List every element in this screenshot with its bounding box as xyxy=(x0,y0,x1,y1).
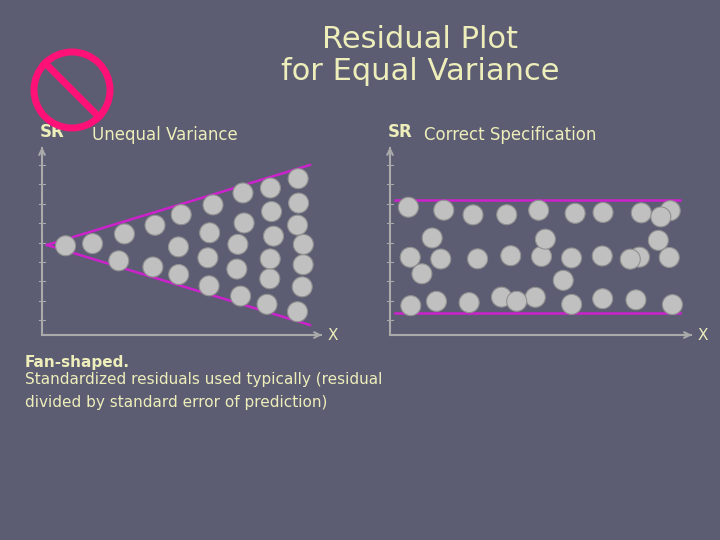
Circle shape xyxy=(497,205,517,225)
Text: SR: SR xyxy=(40,123,65,141)
Circle shape xyxy=(536,229,555,249)
Circle shape xyxy=(114,224,135,244)
Circle shape xyxy=(145,215,165,235)
Text: Fan-shaped.: Fan-shaped. xyxy=(25,355,130,370)
Text: divided by standard error of prediction): divided by standard error of prediction) xyxy=(25,395,328,410)
Circle shape xyxy=(629,247,649,267)
Circle shape xyxy=(662,295,683,315)
Circle shape xyxy=(531,246,552,266)
Circle shape xyxy=(593,289,613,309)
Circle shape xyxy=(621,249,640,269)
Circle shape xyxy=(500,246,521,266)
Circle shape xyxy=(398,197,418,217)
Circle shape xyxy=(293,234,313,254)
Circle shape xyxy=(171,205,192,225)
Circle shape xyxy=(260,249,280,269)
Circle shape xyxy=(168,265,189,285)
Circle shape xyxy=(292,277,312,297)
Circle shape xyxy=(261,178,280,198)
Text: Standardized residuals used typically (residual: Standardized residuals used typically (r… xyxy=(25,372,382,387)
Circle shape xyxy=(562,248,582,268)
Circle shape xyxy=(400,247,420,267)
Circle shape xyxy=(507,291,527,311)
Circle shape xyxy=(264,226,284,246)
Circle shape xyxy=(426,292,446,312)
Circle shape xyxy=(198,248,218,268)
Circle shape xyxy=(651,207,671,227)
Circle shape xyxy=(463,205,483,225)
Circle shape xyxy=(168,237,189,257)
Circle shape xyxy=(459,293,479,313)
Text: SR: SR xyxy=(388,123,413,141)
Circle shape xyxy=(234,213,254,233)
Text: X: X xyxy=(698,327,708,342)
Circle shape xyxy=(109,251,129,271)
Circle shape xyxy=(287,302,307,322)
Circle shape xyxy=(203,195,223,215)
Circle shape xyxy=(401,295,420,316)
Circle shape xyxy=(257,294,277,314)
Circle shape xyxy=(562,294,582,314)
Circle shape xyxy=(431,249,451,269)
Circle shape xyxy=(227,259,247,279)
Circle shape xyxy=(143,257,163,277)
Circle shape xyxy=(261,201,282,221)
Circle shape xyxy=(626,290,646,310)
Circle shape xyxy=(55,236,76,256)
Circle shape xyxy=(565,204,585,224)
Circle shape xyxy=(230,286,251,306)
Circle shape xyxy=(228,234,248,254)
Circle shape xyxy=(648,231,668,251)
Circle shape xyxy=(287,215,307,235)
Circle shape xyxy=(526,287,545,307)
Text: X: X xyxy=(328,327,338,342)
Circle shape xyxy=(422,228,442,248)
Circle shape xyxy=(467,249,487,269)
Circle shape xyxy=(288,168,308,188)
Circle shape xyxy=(593,202,613,222)
Circle shape xyxy=(433,200,454,220)
Text: for Equal Variance: for Equal Variance xyxy=(281,57,559,86)
Circle shape xyxy=(233,183,253,203)
Circle shape xyxy=(660,201,680,221)
Circle shape xyxy=(553,271,573,291)
Circle shape xyxy=(492,287,511,307)
Circle shape xyxy=(593,246,612,266)
Circle shape xyxy=(83,234,102,254)
Text: Residual Plot: Residual Plot xyxy=(322,25,518,55)
Circle shape xyxy=(199,223,220,243)
Circle shape xyxy=(293,255,313,275)
Circle shape xyxy=(199,276,219,296)
Circle shape xyxy=(289,193,309,213)
Circle shape xyxy=(528,200,549,220)
Circle shape xyxy=(260,269,280,289)
Text: Correct Specification: Correct Specification xyxy=(424,126,596,144)
Circle shape xyxy=(660,247,679,267)
Circle shape xyxy=(631,203,652,223)
Text: Unequal Variance: Unequal Variance xyxy=(92,126,238,144)
Circle shape xyxy=(412,264,432,284)
